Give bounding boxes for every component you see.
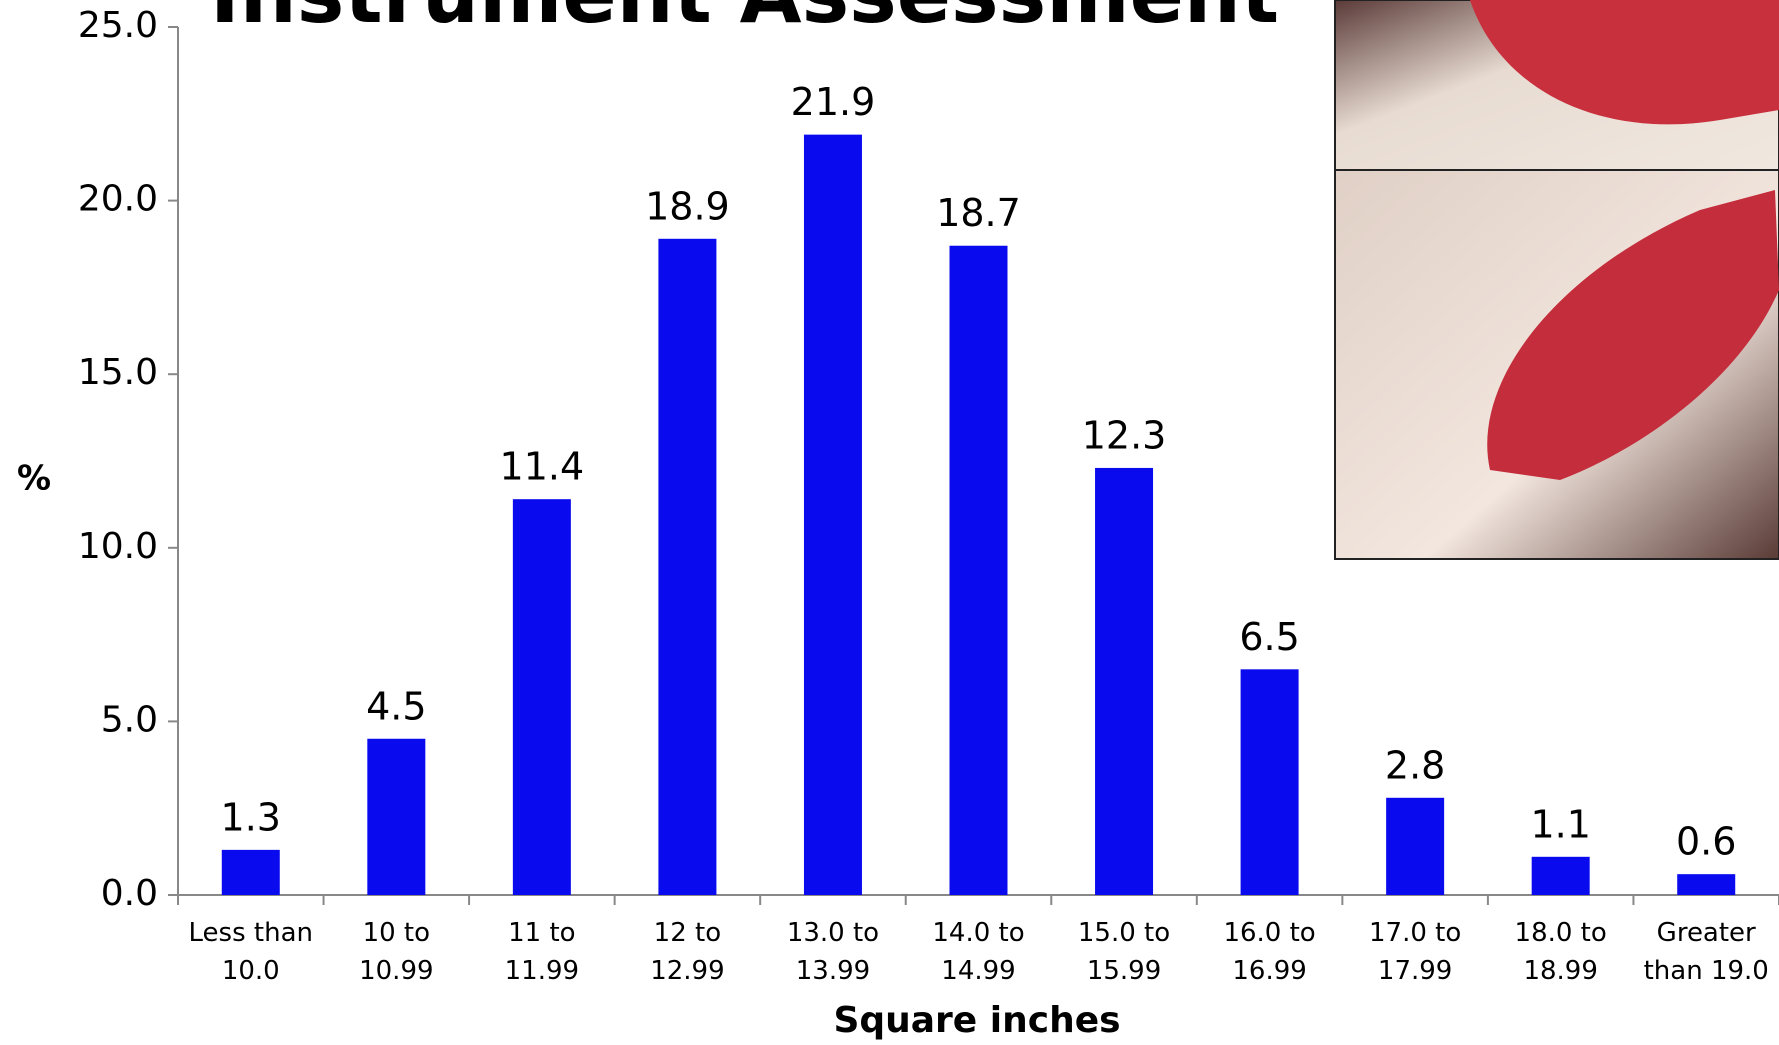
bar bbox=[803, 134, 862, 895]
photo bbox=[1334, 0, 1779, 560]
bar bbox=[367, 738, 426, 895]
x-tick-label: Less than 10.0 bbox=[188, 918, 313, 986]
x-tick-label: 18.0 to 18.99 bbox=[1514, 918, 1607, 986]
bar bbox=[512, 499, 571, 895]
chart-title: Instrument Assessment bbox=[210, 0, 1279, 41]
value-label: 4.5 bbox=[366, 684, 426, 728]
value-label: 21.9 bbox=[791, 80, 876, 124]
y-axis-label: % bbox=[17, 459, 51, 499]
bar bbox=[1531, 856, 1590, 895]
bar bbox=[949, 245, 1008, 896]
bar bbox=[1386, 797, 1445, 895]
x-axis-label: Square inches bbox=[833, 1000, 1120, 1041]
value-label: 2.8 bbox=[1385, 743, 1445, 787]
x-tick-label: 14.0 to 14.99 bbox=[932, 918, 1025, 986]
bar bbox=[1095, 467, 1154, 895]
x-tick-label: 12 to 12.99 bbox=[650, 918, 725, 986]
y-tick-label: 0.0 bbox=[101, 873, 158, 914]
x-tick-label: 17.0 to 17.99 bbox=[1368, 918, 1462, 986]
x-tick-label: 15.0 to 15.99 bbox=[1077, 918, 1171, 986]
x-tick-label: 10 to 10.99 bbox=[359, 918, 434, 986]
value-label: 1.3 bbox=[221, 795, 281, 839]
x-tick-label: 13.0 to 13.99 bbox=[786, 918, 880, 986]
value-label: 0.6 bbox=[1676, 820, 1736, 864]
y-tick-label: 15.0 bbox=[78, 352, 158, 393]
value-label: 18.7 bbox=[936, 191, 1021, 235]
y-tick-label: 5.0 bbox=[101, 699, 158, 740]
value-label: 6.5 bbox=[1239, 615, 1299, 659]
x-tick-label: 11 to 11.99 bbox=[504, 918, 580, 986]
y-tick-label: 10.0 bbox=[78, 526, 158, 567]
value-label: 11.4 bbox=[500, 445, 585, 489]
bar bbox=[658, 238, 717, 896]
value-label: 1.1 bbox=[1530, 802, 1590, 846]
bar bbox=[1240, 669, 1299, 895]
value-label: 12.3 bbox=[1082, 413, 1167, 457]
value-label: 18.9 bbox=[645, 184, 730, 228]
bar bbox=[1677, 874, 1736, 895]
bar bbox=[221, 849, 280, 895]
x-tick-label: Greater than 19.0 bbox=[1643, 918, 1769, 986]
y-tick-label: 20.0 bbox=[78, 179, 158, 220]
x-tick-label: 16.0 to 16.99 bbox=[1223, 918, 1316, 986]
y-tick-label: 25.0 bbox=[78, 5, 158, 46]
